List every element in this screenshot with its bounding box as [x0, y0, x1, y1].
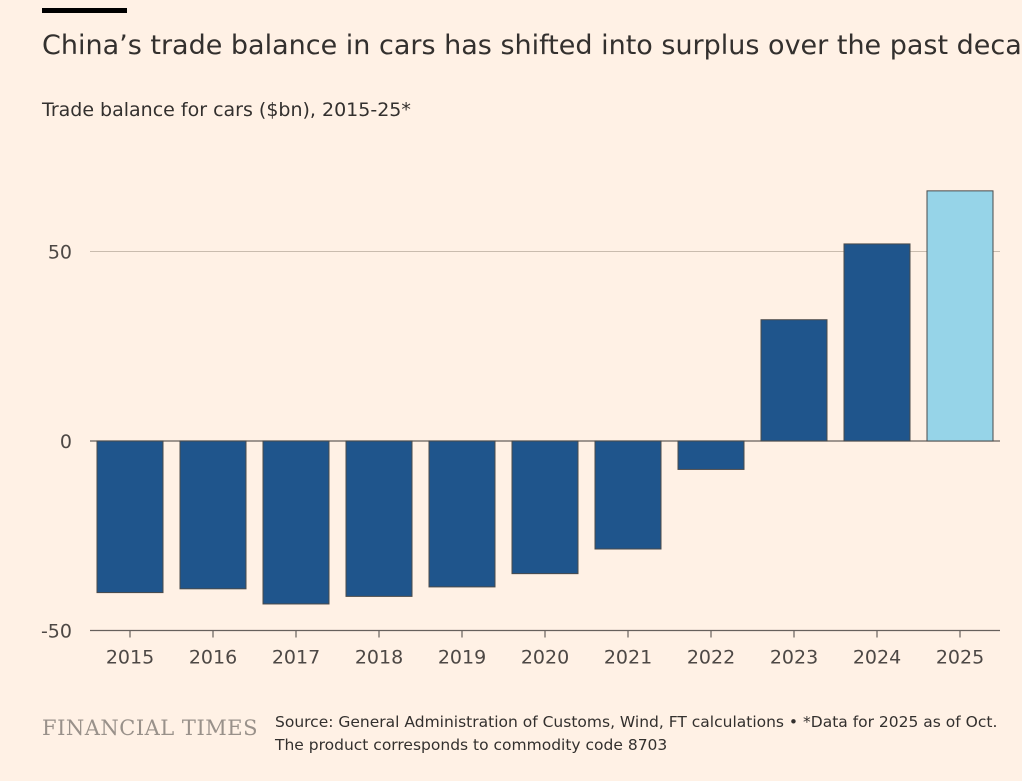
top-rule	[42, 8, 127, 13]
chart-subtitle: Trade balance for cars ($bn), 2015-25*	[42, 99, 411, 121]
x-axis	[90, 629, 1000, 638]
x-tick-label-2017: 2017	[272, 647, 320, 669]
ft-logo: FINANCIAL TIMES	[42, 716, 258, 740]
source-note: Source: General Administration of Custom…	[275, 713, 998, 754]
y-tick-label-0: 0	[60, 431, 72, 453]
x-tick-label-2025: 2025	[936, 647, 984, 669]
x-tick-label-2023: 2023	[770, 647, 818, 669]
y-tick-label-50: 50	[48, 242, 72, 264]
x-tick-label-2016: 2016	[189, 647, 237, 669]
bar-2017	[262, 440, 330, 605]
bar-2018	[345, 440, 413, 597]
bar-2023	[760, 319, 828, 442]
bar-2016	[179, 440, 247, 590]
bar-2015	[96, 440, 164, 594]
chart-title: China’s trade balance in cars has shifte…	[42, 30, 1022, 61]
x-tick-label-2024: 2024	[853, 647, 901, 669]
bars	[96, 190, 994, 605]
bar-2021	[594, 440, 662, 550]
y-axis-tick-labels: -50 0 50	[41, 242, 72, 643]
x-tick-label-2022: 2022	[687, 647, 735, 669]
bar-2020	[511, 440, 579, 575]
x-tick-label-2019: 2019	[438, 647, 486, 669]
bar-2019	[428, 440, 496, 588]
bar-2022	[677, 440, 745, 470]
x-tick-label-2021: 2021	[604, 647, 652, 669]
x-axis-tick-labels: 2015 2016 2017 2018 2019 2020 2021 2022 2023 2024…	[106, 647, 984, 669]
bar-2024	[843, 243, 911, 442]
y-tick-label-neg50: -50	[41, 621, 72, 643]
x-tick-label-2020: 2020	[521, 647, 569, 669]
bar-2025	[926, 190, 994, 442]
x-tick-label-2015: 2015	[106, 647, 154, 669]
x-tick-label-2018: 2018	[355, 647, 403, 669]
